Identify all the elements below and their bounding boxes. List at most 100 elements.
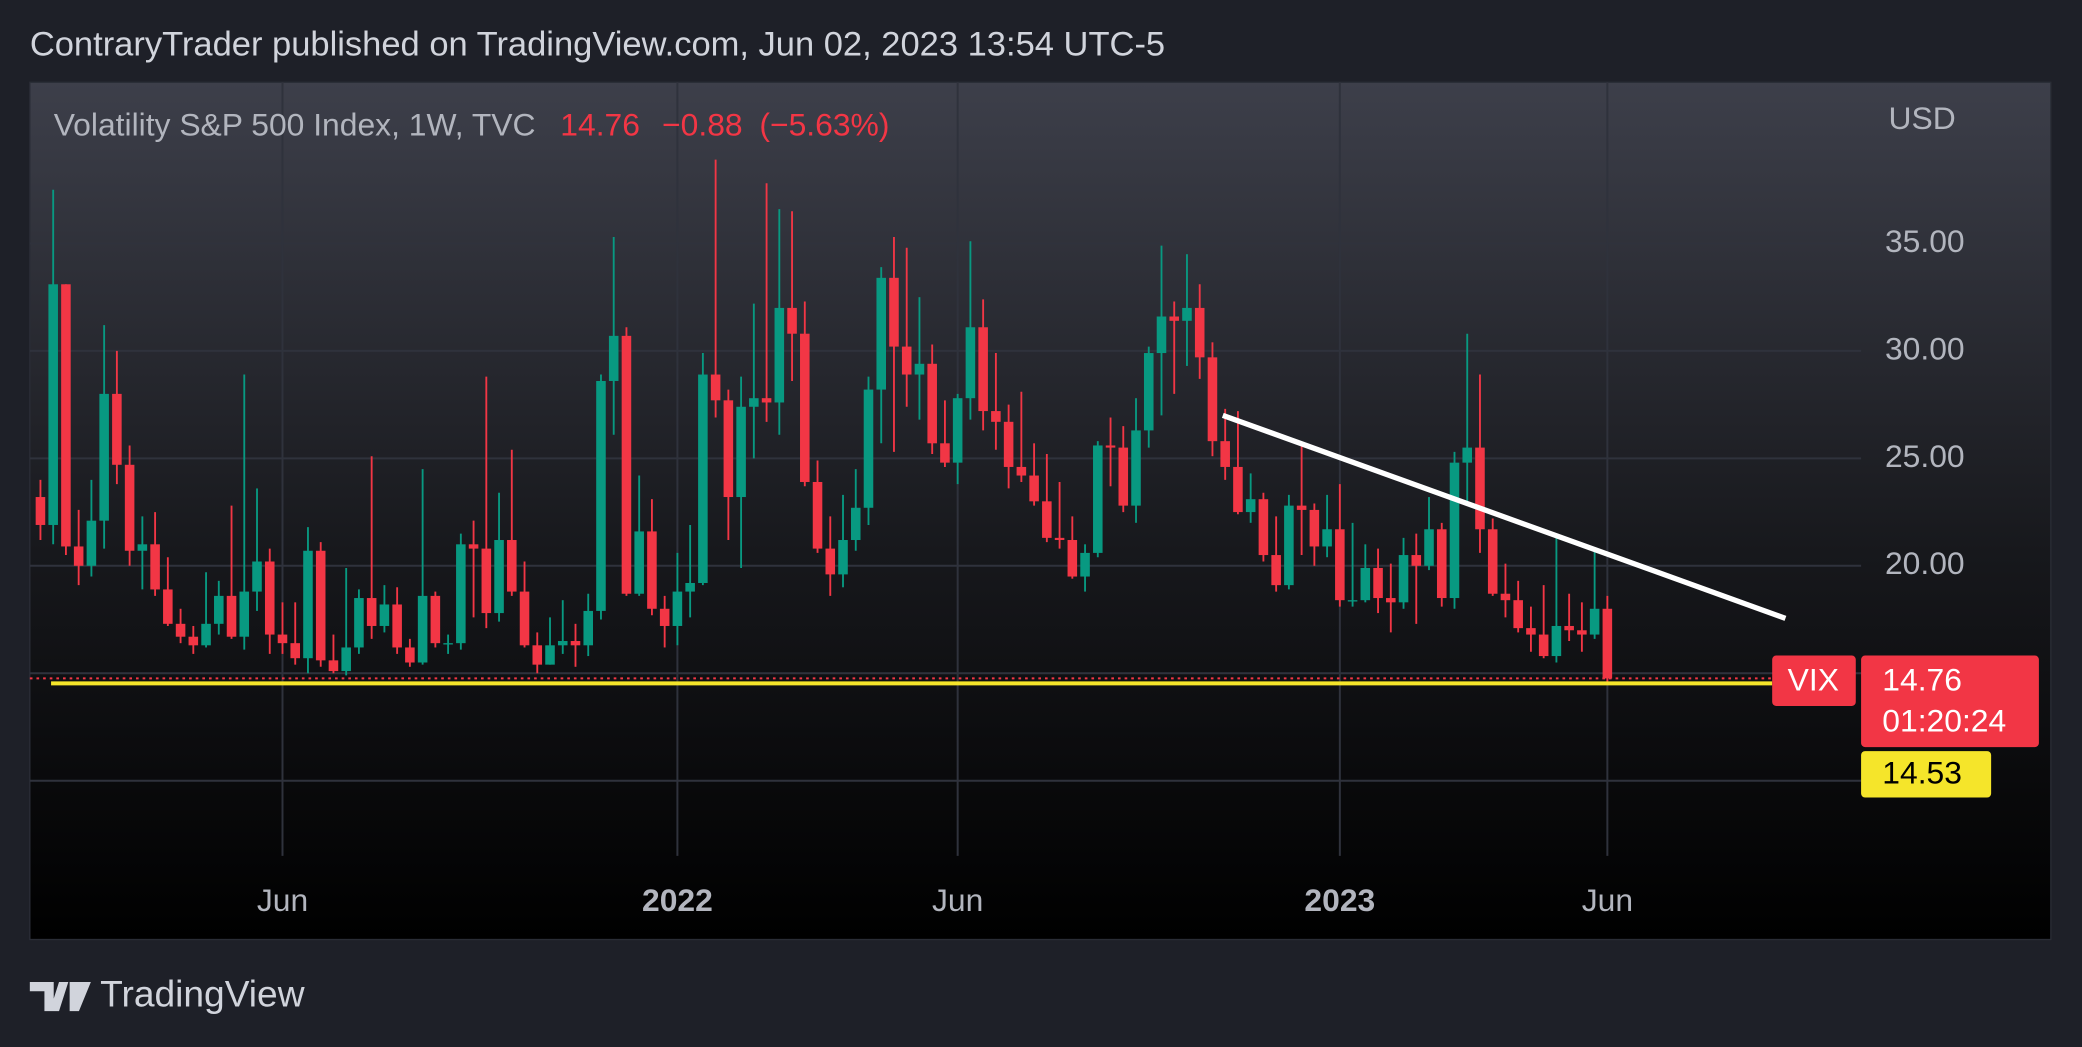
price-badge-countdown: 01:20:24 (1882, 703, 2006, 739)
y-tick-label: 25.00 (1885, 438, 1965, 474)
candle-body (1526, 628, 1536, 635)
candle-body (749, 398, 759, 407)
candle-body (685, 582, 695, 592)
candle-body (850, 507, 861, 541)
candle-body (1462, 447, 1473, 463)
candle-body (112, 393, 122, 465)
candle-body (1360, 567, 1371, 601)
candle-body (978, 327, 988, 412)
candle-body (570, 641, 581, 646)
candle-body (443, 643, 453, 645)
x-tick-label: Jun (932, 882, 983, 918)
candle-body (991, 411, 1001, 422)
candle-body (736, 406, 746, 498)
candle-body (392, 604, 402, 648)
candle-body (341, 647, 351, 672)
candle-body (1296, 505, 1307, 510)
candle-body (456, 544, 466, 644)
candle-body (710, 374, 721, 401)
candle-body (48, 284, 58, 525)
candle-body (1105, 445, 1116, 448)
candle-body (163, 589, 173, 624)
candle-body (290, 643, 301, 659)
x-tick-label: Jun (1582, 882, 1633, 918)
candle-body (277, 634, 288, 644)
candle-body (1386, 598, 1396, 603)
candle-body (175, 623, 186, 637)
published-line: ContraryTrader published on TradingView.… (30, 26, 1165, 64)
candle-body (914, 363, 925, 375)
candle-body (1080, 552, 1090, 577)
candle-body (430, 595, 441, 644)
candle-body (188, 636, 199, 646)
candle-body (1513, 600, 1523, 629)
symbol-badge-text: VIX (1788, 661, 1839, 697)
price-badge-value: 14.76 (1882, 661, 1962, 697)
candle-body (621, 335, 632, 594)
plot-area: Jun 2022 Jun 2023 Jun (29, 82, 1862, 918)
candle-body (608, 335, 619, 381)
candle-body (507, 540, 517, 592)
x-tick-label: 2023 (1304, 882, 1375, 918)
candle-body (1322, 529, 1332, 547)
candle-body (1118, 447, 1129, 506)
candle-body (86, 520, 97, 566)
legend-change: −0.88 (662, 107, 743, 143)
overlay: 10.0015.0020.0025.0030.0035.00VIX14.7601… (29, 223, 2039, 798)
y-tick-label: 30.00 (1885, 330, 1965, 366)
candle-body (1245, 499, 1256, 513)
candle-body (1373, 567, 1383, 599)
candle-body (252, 561, 262, 592)
candle-body (1436, 529, 1447, 599)
candle-body (61, 284, 71, 547)
candle-body (468, 544, 479, 549)
candle-body (927, 363, 937, 444)
candle-body (863, 389, 874, 508)
candle-body (1042, 501, 1052, 538)
brand-logo (29, 981, 91, 1012)
candle-body (201, 623, 211, 646)
candle-body (889, 277, 899, 347)
candle-body (557, 641, 568, 646)
candle-body (1564, 625, 1574, 631)
hline-badge-value: 14.53 (1882, 754, 1962, 790)
symbol-badge (1772, 655, 1856, 706)
candle-body (1347, 600, 1358, 602)
candle-body (787, 307, 797, 334)
candle-body (73, 546, 84, 566)
candle-body (379, 604, 390, 626)
candle-body (239, 591, 250, 637)
candle-body (1016, 466, 1027, 476)
y-tick-label: 20.00 (1885, 545, 1965, 581)
candle-body (1029, 475, 1039, 502)
candle-body (1233, 466, 1243, 513)
candle-body (723, 400, 734, 498)
candle-body (774, 307, 785, 403)
candle-body (1589, 608, 1600, 635)
candle-body (876, 277, 887, 390)
candle-body (1182, 307, 1192, 321)
candle-body (812, 481, 823, 549)
candle-body (1309, 509, 1320, 547)
candle-body (672, 591, 683, 626)
candle-body (800, 333, 810, 482)
candle-body (519, 591, 530, 646)
candle-body (940, 443, 950, 463)
candle-body (150, 544, 160, 590)
candle-body (952, 398, 963, 463)
candle-body (825, 548, 836, 575)
candle-body (1449, 462, 1460, 599)
candle-body (481, 548, 492, 614)
legend-change-pct: (−5.63%) (759, 107, 889, 143)
candle-body (366, 598, 377, 626)
candle-body (1271, 555, 1281, 586)
hline-badge (1861, 751, 1992, 798)
legend-line: Volatility S&P 500 Index, 1W, TVC 14.76 … (54, 107, 890, 143)
candle-body (634, 531, 644, 594)
candle-body (596, 380, 606, 611)
trend-line-drawing (1221, 412, 1787, 621)
candle-body (1093, 445, 1103, 553)
candle-body (1487, 529, 1498, 594)
candle-body (1284, 505, 1294, 586)
x-tick-label: Jun (257, 882, 308, 918)
